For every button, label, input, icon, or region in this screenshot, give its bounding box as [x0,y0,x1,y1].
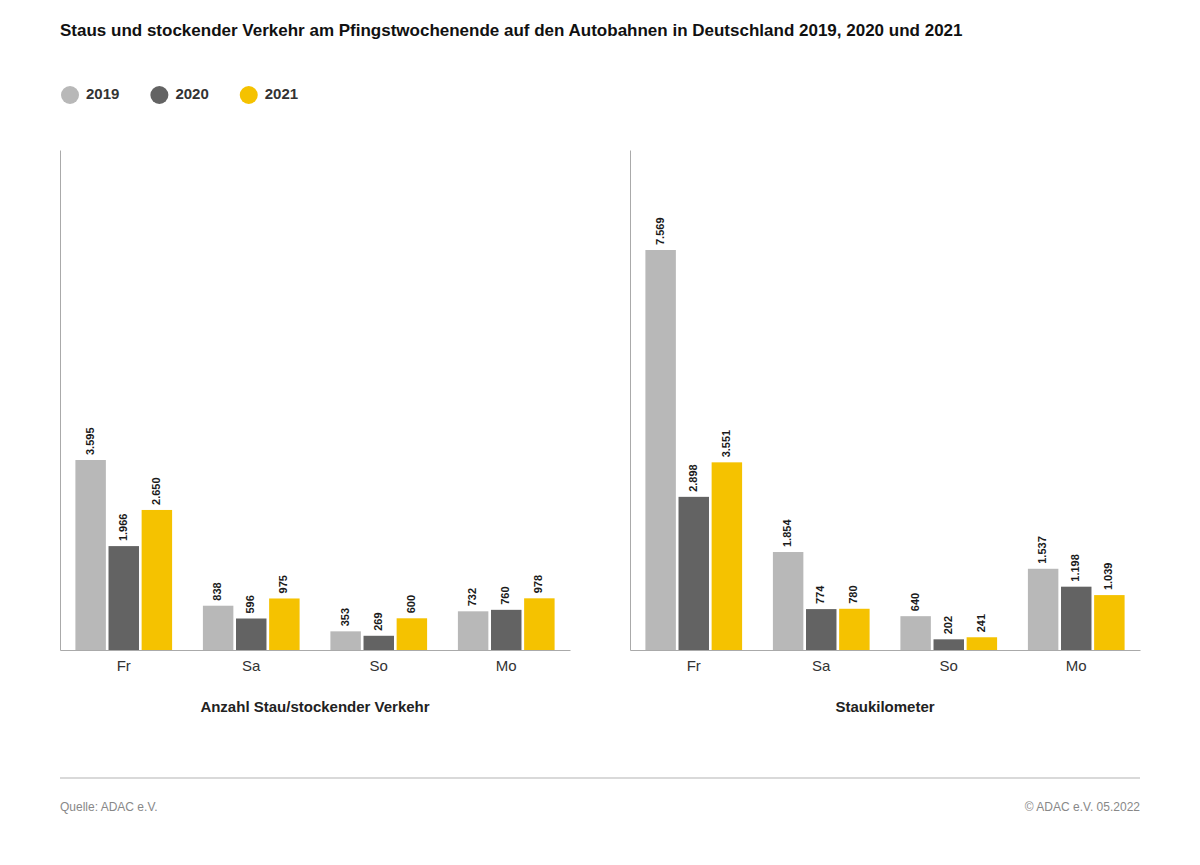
bar [1028,569,1058,650]
bars [645,250,1124,650]
data-label: 1.854 [781,519,793,547]
data-label: 269 [372,612,384,630]
bar [839,609,869,650]
data-label: 975 [277,575,289,593]
x-tick-label: So [370,657,388,674]
x-tick: Sa [812,657,831,674]
bar [712,462,742,650]
data-label: 596 [244,595,256,613]
x-tick: So [940,657,958,674]
y-axis [60,151,61,651]
bar [75,460,105,650]
data-labels: 3.595 838 353 732 1.966 596 269 760 2.650 975 600 9… [84,427,545,630]
x-axis: Fr Sa So Mo [631,651,1141,674]
data-label: 241 [975,614,987,632]
annotation: Quelle: ADAC e.V. [60,800,158,814]
x-tick: So [370,657,388,674]
data-label: 3.551 [720,430,732,458]
data-label: 2.898 [687,464,699,492]
bar [806,609,836,650]
bars [75,460,554,650]
y-axis [630,151,631,651]
legend-item: 2021 [240,85,298,104]
bar [330,631,360,650]
bar [967,637,997,650]
panel: 7.569 1.854 640 1.537 2.898 774 202 1.198 3.551 7… [631,151,1141,716]
bar [524,598,554,650]
x-axis-title: Anzahl Stau/stockender Verkehr [200,698,429,715]
bar [679,497,709,650]
data-labels: 7.569 1.854 640 1.537 2.898 774 202 1.198 3.551 7… [654,217,1115,634]
data-label: 1.039 [1102,563,1114,591]
data-label: 774 [814,585,826,604]
y-axis-line [60,151,61,651]
legend-label: 2019 [86,85,119,102]
bar [364,636,394,650]
x-tick-label: Mo [496,657,517,674]
x-tick-label: Sa [242,657,261,674]
data-label: 1.537 [1036,536,1048,564]
data-label: 1.966 [117,514,129,542]
data-label: 353 [339,608,351,626]
bar [397,618,427,650]
bar [142,510,172,650]
data-label: 978 [532,575,544,593]
data-label: 1.198 [1069,554,1081,582]
data-label: 760 [499,586,511,604]
x-axis: Fr Sa So Mo [61,651,571,674]
x-axis-line [631,650,1141,651]
legend: 2019 2020 2021 [61,85,298,104]
x-tick-label: Fr [687,657,701,674]
x-tick: Mo [1066,657,1087,674]
annotation: © ADAC e.V. 05.2022 [1025,800,1140,814]
bar [269,598,299,650]
legend-label: 2020 [175,85,208,102]
bar [645,250,675,650]
data-label: 3.595 [84,427,96,455]
bar [491,610,521,650]
x-tick-label: Mo [1066,657,1087,674]
x-axis-title: Staukilometer [835,698,934,715]
data-label: 202 [942,616,954,634]
x-tick: Fr [117,657,131,674]
bar [773,552,803,650]
bar [900,616,930,650]
bar [236,619,266,650]
bar [203,606,233,650]
x-tick-label: So [940,657,958,674]
bar [1061,587,1091,650]
footer-rule [60,777,1140,779]
legend-swatch [61,86,79,104]
y-axis-line [630,151,631,651]
legend-label: 2021 [265,85,298,102]
chart: Staus und stockender Verkehr am Pfingstw… [0,0,1200,865]
legend-item: 2019 [61,85,119,104]
data-label: 732 [466,588,478,606]
data-label: 2.650 [150,477,162,505]
data-label: 7.569 [654,217,666,245]
x-tick: Mo [496,657,517,674]
data-label: 838 [211,582,223,600]
legend-item: 2020 [150,85,208,104]
bar [109,546,139,650]
bar [1094,595,1124,650]
legend-swatch [150,86,168,104]
title: Staus und stockender Verkehr am Pfingstw… [60,21,963,40]
x-axis-line [61,650,571,651]
data-label: 780 [847,585,859,603]
legend-swatch [240,86,258,104]
bar [458,611,488,650]
x-tick-label: Sa [812,657,831,674]
x-tick: Sa [242,657,261,674]
data-label: 600 [405,595,417,613]
x-tick-label: Fr [117,657,131,674]
data-label: 640 [909,593,921,611]
bar [934,639,964,650]
panel: 3.595 838 353 732 1.966 596 269 760 2.650 975 600 9… [61,151,571,716]
x-tick: Fr [687,657,701,674]
